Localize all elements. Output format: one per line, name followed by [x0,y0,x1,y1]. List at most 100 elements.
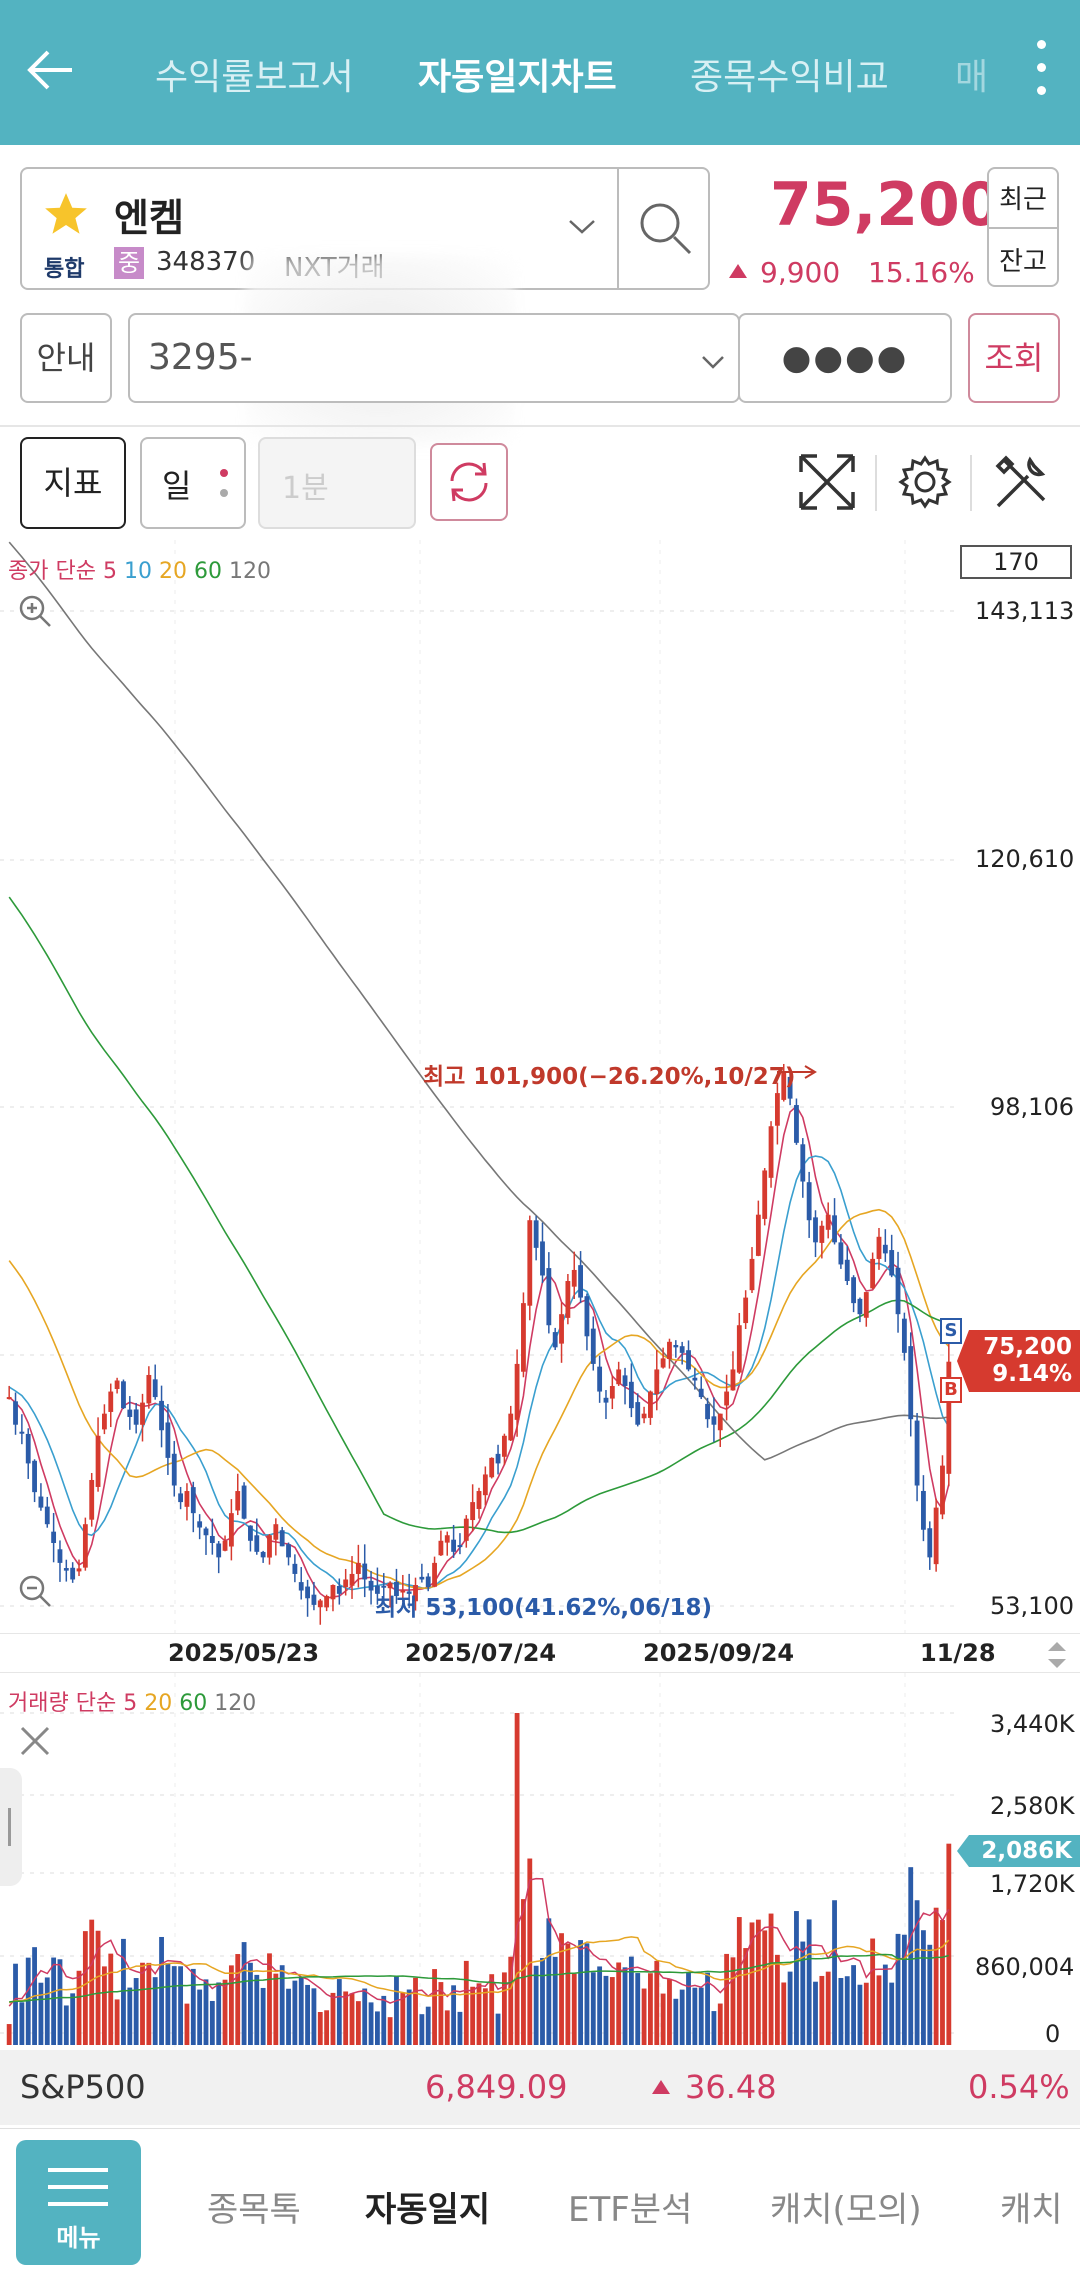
legend-label: 종가 단순 [8,559,96,584]
ma-line-60 [8,896,949,1534]
nav-catch-mock[interactable]: 캐치(모의) [770,2190,922,2230]
sell-signal-marker[interactable]: S [940,1318,962,1344]
indicator-button[interactable]: 지표 [20,437,126,529]
refresh-button[interactable] [430,443,508,521]
candle-body [63,1568,69,1571]
tab-stock-return-compare[interactable]: 종목수익비교 [690,57,889,98]
candle-body [787,1076,793,1099]
volume-bar [286,1988,291,2045]
volume-bar [679,1989,685,2045]
tools-icon[interactable] [990,452,1052,514]
candle-body [254,1535,260,1552]
side-handle[interactable] [0,1768,22,1886]
candle-body [330,1584,336,1600]
volume-bar [686,1972,691,2045]
candle-body [222,1540,228,1551]
volume-legend[interactable]: 거래량 단순 5 20 60 120 [8,1685,256,1717]
volume-bar [235,1954,241,2045]
chevron-down-icon[interactable] [567,217,597,237]
dot-icon [220,469,228,477]
volume-bar [330,1992,336,2045]
volume-bar [152,1977,158,2045]
zoom-out-icon[interactable] [16,1572,56,1612]
password-field[interactable]: ●●●● [738,313,952,403]
candle-body [152,1379,158,1398]
guide-button[interactable]: 안내 [20,313,112,403]
volume-bar [724,1953,730,2045]
candle-body [794,1105,799,1143]
nav-etf-analysis[interactable]: ETF분석 [568,2190,693,2230]
candle-body [540,1241,545,1276]
candle-body [101,1413,107,1430]
price-legend[interactable]: 종가 단순 5 10 20 60 120 [8,553,271,585]
tab-more[interactable]: 매 [955,57,989,98]
recent-button[interactable]: 최근 [999,185,1047,215]
index-ticker-bar[interactable]: S&P500 6,849.09 36.48 0.54% [0,2050,1080,2125]
volume-bar [514,1713,520,2045]
candle-body [863,1292,869,1318]
view-count-box[interactable]: 170 [960,545,1072,579]
volume-chart[interactable] [0,1673,1080,2048]
volume-bar [222,1979,228,2045]
menu-button[interactable]: 메뉴 [16,2140,141,2265]
recent-balance-toggle[interactable]: 최근 잔고 [987,167,1059,287]
candle-body [178,1493,184,1503]
resize-arrows-icon[interactable] [1044,1640,1070,1670]
candle-body [686,1350,691,1370]
candle-body [768,1126,774,1178]
volume-bar [667,1978,672,2045]
favorite-star-icon[interactable] [40,189,92,239]
volume-bar [127,1987,133,2045]
account-selector[interactable]: 3295- [128,313,740,403]
volume-bar [908,1867,914,2045]
candle-body [298,1582,304,1591]
price-chart[interactable] [0,540,1080,1635]
volume-bar [946,1843,952,2045]
volume-bar [800,1941,806,2045]
tab-auto-journal-chart[interactable]: 자동일지차트 [418,57,617,98]
volume-bar [190,1968,196,2045]
candle-body [711,1416,717,1425]
candle-body [349,1573,355,1586]
volume-bar [6,2024,12,2045]
volume-bar [705,1972,710,2045]
candle-body [762,1170,768,1219]
nav-auto-journal[interactable]: 자동일지 [365,2190,491,2230]
candle-body [546,1268,552,1326]
kebab-menu-icon[interactable] [1030,40,1052,106]
volume-bar [584,1943,590,2045]
volume-bar [165,1963,171,2045]
chevron-down-icon[interactable] [700,353,726,371]
settings-gear-icon[interactable] [895,452,955,512]
volume-bar [19,2002,25,2045]
stock-code: 348370 [156,247,256,277]
buy-signal-marker[interactable]: B [940,1377,962,1403]
volume-bar [349,1993,355,2045]
back-arrow-icon[interactable] [22,40,82,100]
volume-bar [406,1989,412,2045]
volume-bar [521,1899,526,2045]
volume-bar [927,1944,933,2045]
candle-body [533,1220,539,1248]
balance-button[interactable]: 잔고 [999,247,1047,277]
candle-body [895,1267,901,1315]
candle-body [32,1460,37,1493]
nav-stock-talk[interactable]: 종목톡 [207,2190,301,2230]
volume-bars [6,1713,952,2045]
search-icon[interactable] [634,197,698,261]
period-button[interactable]: 일 [140,437,246,529]
volume-bar [279,1965,285,2045]
volume-bar [559,1933,564,2045]
candle-body [6,1397,12,1400]
legend-ma20: 20 [158,559,187,584]
volume-bar [209,2000,215,2045]
candle-body [565,1281,571,1318]
expand-icon[interactable] [795,450,859,514]
query-button[interactable]: 조회 [968,313,1060,403]
zoom-in-icon[interactable] [16,592,56,632]
vol-y-label-3: 860,004 [975,1953,1075,1981]
volume-bar [743,1948,749,2045]
nav-catch[interactable]: 캐치 [1000,2190,1063,2230]
tab-return-report[interactable]: 수익률보고서 [155,57,354,98]
close-icon[interactable] [16,1722,54,1760]
